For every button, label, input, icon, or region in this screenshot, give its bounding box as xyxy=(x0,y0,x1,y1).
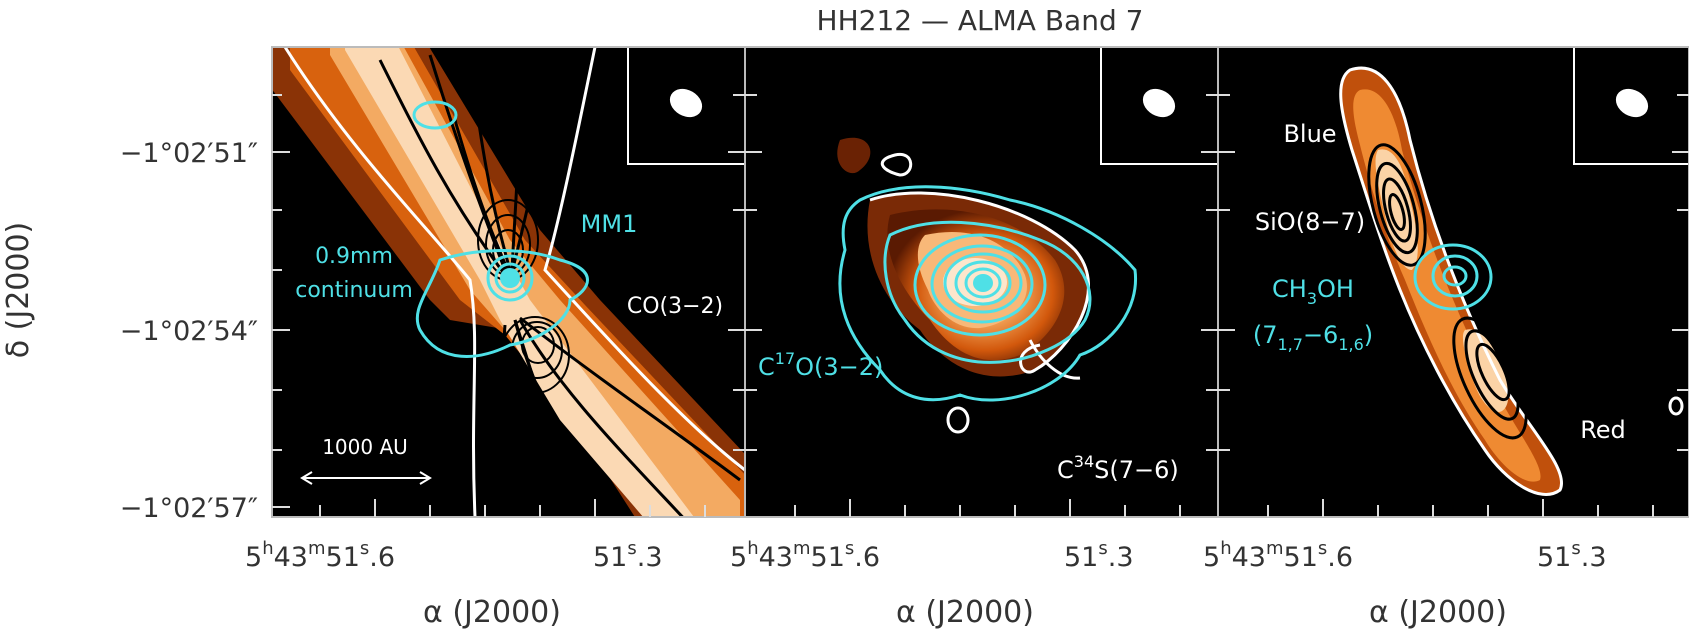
co-white-contours xyxy=(283,47,745,517)
panel-co: MM1 0.9mm continuum CO(3−2) 1000 AU xyxy=(272,47,745,517)
co-continuum-peak xyxy=(500,268,520,288)
panel-frames xyxy=(271,46,1689,518)
ch3oh-label: CH3OH xyxy=(1272,275,1354,308)
panel-c34s: C17O(3−2) C34S(7−6) xyxy=(745,47,1218,517)
scalebar xyxy=(300,471,432,485)
c34s-white-contours xyxy=(869,152,1090,434)
ch3oh-cyan-contours xyxy=(1413,243,1493,311)
ch3oh-transition-label: (71,7−61,6) xyxy=(1253,321,1373,354)
blue-lobe-label: Blue xyxy=(1283,120,1336,148)
c17o-cyan-contours xyxy=(838,185,1138,402)
co-cyan-continuum-contours xyxy=(412,100,589,358)
x-axis-label-panel2: α (J2000) xyxy=(896,595,1034,630)
co-beam-ellipse xyxy=(669,88,703,118)
red-lobe-label: Red xyxy=(1580,416,1626,444)
x-tick-panel1-left: 5h43m51s.6 xyxy=(245,538,395,573)
y-tick-label-1: −1°02′51″ xyxy=(120,138,258,169)
figure-title: HH212 — ALMA Band 7 xyxy=(817,4,1144,37)
x-tick-panel3-right: 51s.3 xyxy=(1537,538,1607,573)
sio-beam-ellipse xyxy=(1615,88,1649,118)
y-axis-label: δ (J2000) xyxy=(1,222,36,359)
x-tick-panel2-left: 5h43m51s.6 xyxy=(730,538,880,573)
x-tick-panel2-right: 51s.3 xyxy=(1064,538,1134,573)
sio-white-contour xyxy=(1339,66,1684,496)
x-tick-panel3-left: 5h43m51s.6 xyxy=(1203,538,1353,573)
x-axis-label-panel1: α (J2000) xyxy=(423,595,561,630)
sio-black-contours xyxy=(1367,143,1528,440)
continuum-label-2: continuum xyxy=(295,278,413,303)
y-tick-label-3: −1°02′57″ xyxy=(120,493,258,524)
co-line-label: CO(3−2) xyxy=(627,294,723,319)
c34s-beam-ellipse xyxy=(1142,88,1176,118)
tick-marks xyxy=(272,94,1689,517)
mm1-label: MM1 xyxy=(581,210,638,238)
x-axis-label-panel3: α (J2000) xyxy=(1369,595,1507,630)
sio-line-label: SiO(8−7) xyxy=(1255,208,1365,236)
continuum-label-1: 0.9mm xyxy=(315,244,393,269)
panel-sio: Blue SiO(8−7) CH3OH (71,7−61,6) Red xyxy=(1218,47,1689,517)
x-tick-labels: 5h43m51s.6 51s.3 5h43m51s.6 51s.3 5h43m5… xyxy=(245,538,1607,573)
c34s-label: C34S(7−6) xyxy=(1057,452,1179,484)
scalebar-label: 1000 AU xyxy=(322,435,408,459)
x-tick-panel1-right: 51s.3 xyxy=(593,538,663,573)
c17o-peak xyxy=(973,274,993,292)
y-tick-label-2: −1°02′54″ xyxy=(120,316,258,347)
c17o-label: C17O(3−2) xyxy=(758,349,883,381)
